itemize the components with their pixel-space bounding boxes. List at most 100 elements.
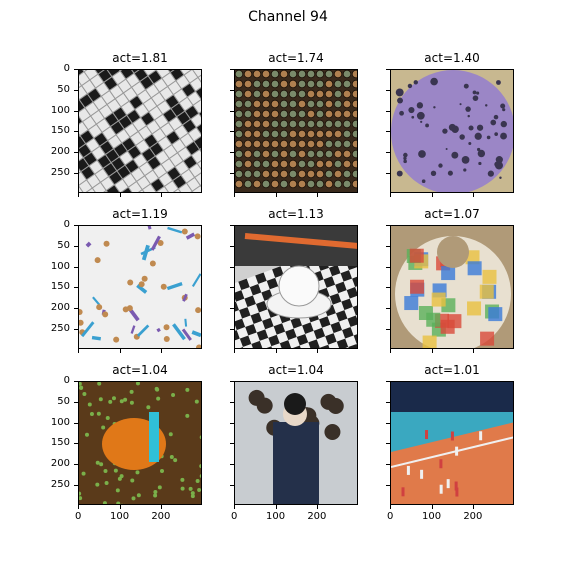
xtick-mark bbox=[160, 193, 162, 197]
panel-title: act=1.81 bbox=[112, 51, 168, 65]
ytick-mark bbox=[230, 89, 234, 91]
panel-title: act=1.13 bbox=[268, 207, 324, 221]
ytick-mark bbox=[386, 266, 390, 268]
xtick-mark bbox=[390, 349, 392, 353]
xtick-mark bbox=[234, 349, 236, 353]
ytick-mark bbox=[74, 131, 78, 133]
xtick-mark bbox=[316, 505, 318, 509]
panel-image-volleyball-court bbox=[390, 381, 514, 505]
ytick-mark bbox=[386, 401, 390, 403]
panel-title: act=1.40 bbox=[424, 51, 480, 65]
patchwork-bib-image bbox=[391, 226, 513, 348]
xtick-mark bbox=[472, 349, 474, 353]
ytick-mark bbox=[74, 69, 78, 71]
xtick-label: 0 bbox=[75, 511, 82, 522]
ytick-mark bbox=[386, 225, 390, 227]
teacup-on-checkerboard-image bbox=[235, 226, 357, 348]
ytick-mark bbox=[230, 307, 234, 309]
ytick-mark bbox=[230, 422, 234, 424]
ytick-label: 250 bbox=[50, 322, 70, 334]
xtick-mark bbox=[160, 505, 162, 509]
panel-image-woman-in-kimono-crowd bbox=[234, 381, 358, 505]
xtick-mark bbox=[431, 193, 433, 197]
ytick-mark bbox=[230, 381, 234, 383]
xtick-mark bbox=[234, 505, 236, 509]
ytick-mark bbox=[230, 287, 234, 289]
ytick-mark bbox=[386, 89, 390, 91]
clownfish-anemone-image bbox=[79, 382, 201, 504]
ytick-mark bbox=[230, 266, 234, 268]
xtick-mark bbox=[390, 505, 392, 509]
xtick-mark bbox=[78, 349, 80, 353]
ytick-mark bbox=[230, 172, 234, 174]
ytick-mark bbox=[230, 484, 234, 486]
ytick-label: 150 bbox=[50, 437, 70, 449]
xtick-mark bbox=[160, 349, 162, 353]
ytick-mark bbox=[386, 287, 390, 289]
ytick-label: 50 bbox=[57, 83, 70, 95]
ytick-mark bbox=[386, 172, 390, 174]
ytick-mark bbox=[74, 172, 78, 174]
xtick-mark bbox=[119, 349, 121, 353]
ytick-mark bbox=[230, 151, 234, 153]
ytick-label: 200 bbox=[50, 301, 70, 313]
xtick-label: 0 bbox=[231, 511, 238, 522]
ytick-label: 100 bbox=[50, 416, 70, 428]
ytick-label: 150 bbox=[50, 281, 70, 293]
volleyball-court-image bbox=[391, 382, 513, 504]
ytick-mark bbox=[74, 401, 78, 403]
ytick-label: 100 bbox=[50, 104, 70, 116]
xtick-mark bbox=[316, 349, 318, 353]
crossword-grid-image bbox=[79, 70, 201, 192]
ytick-mark bbox=[74, 110, 78, 112]
xtick-mark bbox=[431, 349, 433, 353]
ytick-label: 0 bbox=[63, 219, 70, 231]
geometry-tools-pattern-image bbox=[79, 226, 201, 348]
ytick-mark bbox=[386, 381, 390, 383]
xtick-mark bbox=[431, 505, 433, 509]
ytick-mark bbox=[386, 245, 390, 247]
ytick-mark bbox=[230, 328, 234, 330]
xtick-mark bbox=[78, 193, 80, 197]
bottle-caps-shelves-image bbox=[235, 70, 357, 192]
petri-dish-colonies-image bbox=[391, 70, 513, 192]
panel-image-clownfish-anemone bbox=[78, 381, 202, 505]
xtick-label: 100 bbox=[265, 511, 286, 522]
ytick-mark bbox=[230, 463, 234, 465]
ytick-mark bbox=[230, 110, 234, 112]
xtick-mark bbox=[119, 505, 121, 509]
panel-image-teacup-on-checkerboard bbox=[234, 225, 358, 349]
ytick-mark bbox=[386, 422, 390, 424]
ytick-label: 0 bbox=[63, 375, 70, 387]
ytick-mark bbox=[74, 422, 78, 424]
panel-image-crossword-grid bbox=[78, 69, 202, 193]
ytick-mark bbox=[74, 266, 78, 268]
ytick-label: 50 bbox=[57, 239, 70, 251]
xtick-label: 200 bbox=[151, 511, 171, 522]
panel-title: act=1.04 bbox=[112, 363, 168, 377]
ytick-label: 150 bbox=[50, 125, 70, 137]
panel-image-patchwork-bib bbox=[390, 225, 514, 349]
ytick-mark bbox=[230, 443, 234, 445]
ytick-mark bbox=[386, 131, 390, 133]
ytick-mark bbox=[74, 151, 78, 153]
ytick-mark bbox=[386, 443, 390, 445]
xtick-mark bbox=[234, 193, 236, 197]
xtick-mark bbox=[275, 193, 277, 197]
xtick-label: 200 bbox=[463, 511, 483, 522]
panel-title: act=1.07 bbox=[424, 207, 480, 221]
ytick-mark bbox=[74, 443, 78, 445]
ytick-label: 200 bbox=[50, 145, 70, 157]
ytick-mark bbox=[230, 401, 234, 403]
ytick-mark bbox=[74, 328, 78, 330]
ytick-label: 200 bbox=[50, 457, 70, 469]
ytick-mark bbox=[74, 225, 78, 227]
ytick-mark bbox=[230, 131, 234, 133]
xtick-mark bbox=[275, 349, 277, 353]
ytick-mark bbox=[386, 484, 390, 486]
ytick-mark bbox=[230, 245, 234, 247]
xtick-mark bbox=[78, 505, 80, 509]
panel-image-bottle-caps-shelves bbox=[234, 69, 358, 193]
ytick-label: 100 bbox=[50, 260, 70, 272]
panel-title: act=1.04 bbox=[268, 363, 324, 377]
